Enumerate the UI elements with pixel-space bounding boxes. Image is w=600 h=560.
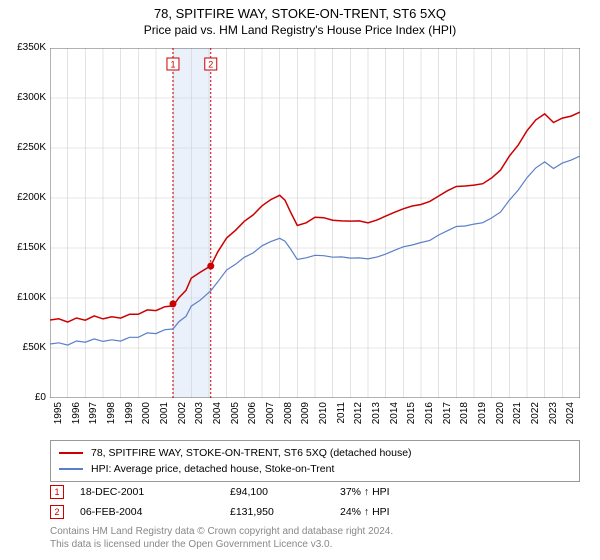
y-tick-label: £250K [4,142,46,153]
y-tick-label: £100K [4,292,46,303]
legend-label-hpi: HPI: Average price, detached house, Stok… [91,463,334,475]
x-tick-label: 2005 [230,402,241,442]
x-tick-label: 2022 [530,402,541,442]
marker-pct-2: 24% ↑ HPI [340,506,460,518]
marker-badge-1: 1 [50,485,64,499]
chart-title: 78, SPITFIRE WAY, STOKE-ON-TRENT, ST6 5X… [0,0,600,21]
x-tick-label: 2004 [212,402,223,442]
x-tick-label: 2011 [336,402,347,442]
chart-subtitle: Price paid vs. HM Land Registry's House … [0,21,600,37]
footer-attribution: Contains HM Land Registry data © Crown c… [50,526,580,551]
marker-date-1: 18-DEC-2001 [80,486,230,498]
legend-item-hpi: HPI: Average price, detached house, Stok… [59,461,571,477]
marker-row-2: 2 06-FEB-2004 £131,950 24% ↑ HPI [50,502,580,522]
x-tick-label: 2019 [477,402,488,442]
x-tick-label: 2002 [177,402,188,442]
x-tick-label: 2003 [194,402,205,442]
x-tick-label: 2017 [442,402,453,442]
x-tick-label: 1996 [71,402,82,442]
marker-row-1: 1 18-DEC-2001 £94,100 37% ↑ HPI [50,482,580,502]
x-tick-label: 2009 [300,402,311,442]
x-tick-label: 1995 [53,402,64,442]
legend-label-property: 78, SPITFIRE WAY, STOKE-ON-TRENT, ST6 5X… [91,447,412,459]
x-tick-label: 2010 [318,402,329,442]
plot-svg: 12 [50,48,580,398]
x-tick-label: 2012 [353,402,364,442]
footer-line-2: This data is licensed under the Open Gov… [50,539,580,552]
chart-container: 78, SPITFIRE WAY, STOKE-ON-TRENT, ST6 5X… [0,0,600,560]
x-tick-label: 2006 [247,402,258,442]
x-tick-label: 2023 [548,402,559,442]
marker-price-2: £131,950 [230,506,340,518]
x-tick-label: 1997 [88,402,99,442]
y-tick-label: £50K [4,342,46,353]
x-tick-label: 2007 [265,402,276,442]
x-tick-label: 2001 [159,402,170,442]
marker-badge-2: 2 [50,505,64,519]
y-tick-label: £150K [4,242,46,253]
legend-swatch-hpi [59,468,83,470]
legend-item-property: 78, SPITFIRE WAY, STOKE-ON-TRENT, ST6 5X… [59,445,571,461]
x-tick-label: 2008 [283,402,294,442]
y-tick-label: £350K [4,42,46,53]
y-tick-label: £0 [4,392,46,403]
markers-table: 1 18-DEC-2001 £94,100 37% ↑ HPI 2 06-FEB… [50,482,580,522]
svg-text:1: 1 [170,60,175,70]
footer-line-1: Contains HM Land Registry data © Crown c… [50,526,580,539]
x-tick-label: 2018 [459,402,470,442]
x-tick-label: 2016 [424,402,435,442]
y-tick-label: £300K [4,92,46,103]
legend-box: 78, SPITFIRE WAY, STOKE-ON-TRENT, ST6 5X… [50,440,580,482]
x-tick-label: 2024 [565,402,576,442]
x-tick-label: 2021 [512,402,523,442]
svg-text:2: 2 [208,60,213,70]
y-tick-label: £200K [4,192,46,203]
x-tick-label: 2013 [371,402,382,442]
marker-date-2: 06-FEB-2004 [80,506,230,518]
plot-area: 12 [50,48,580,398]
legend-swatch-property [59,452,83,454]
x-tick-label: 2015 [406,402,417,442]
marker-price-1: £94,100 [230,486,340,498]
marker-pct-1: 37% ↑ HPI [340,486,460,498]
x-tick-label: 2014 [389,402,400,442]
x-tick-label: 2000 [141,402,152,442]
x-tick-label: 1999 [124,402,135,442]
x-tick-label: 2020 [495,402,506,442]
x-tick-label: 1998 [106,402,117,442]
